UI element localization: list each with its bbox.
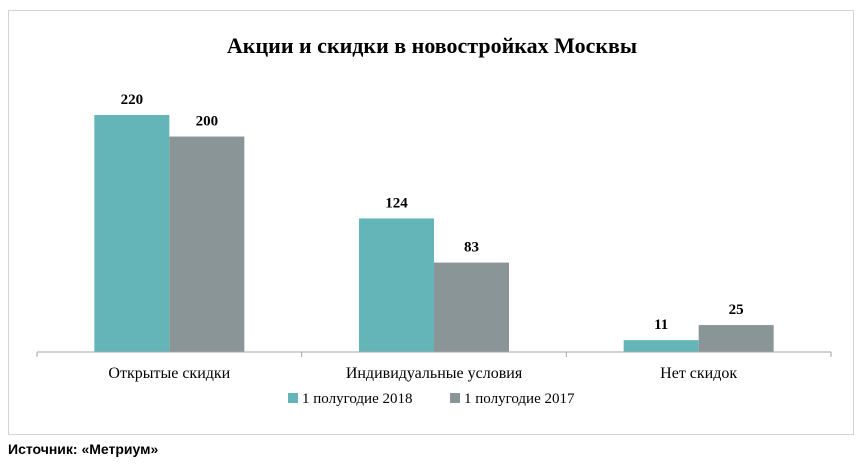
chart-title: Акции и скидки в новостройках Москвы (226, 33, 638, 58)
data-label: 200 (196, 114, 219, 130)
bar (623, 340, 699, 352)
chart-frame: Акции и скидки в новостройках Москвы 220… (8, 10, 854, 435)
legend-swatch (288, 393, 298, 403)
category-label: Нет скидок (660, 365, 737, 382)
data-label: 124 (385, 195, 408, 211)
bar (94, 115, 170, 352)
data-label: 220 (121, 92, 144, 108)
category-label: Открытые скидки (108, 365, 230, 382)
legend-label: 1 полугодие 2018 (302, 391, 412, 407)
bar (169, 136, 245, 352)
source-note: Источник: «Метриум» (8, 441, 159, 457)
data-label: 25 (729, 302, 744, 318)
legend-label: 1 полугодие 2017 (464, 391, 575, 407)
category-label: Индивидуальные условия (346, 365, 523, 382)
bar (698, 325, 774, 352)
data-label: 11 (654, 317, 668, 333)
bar (359, 218, 434, 352)
data-label: 83 (464, 240, 479, 256)
legend-swatch (450, 393, 460, 403)
bar (434, 262, 509, 352)
bar-chart-plot: 220 200 Открытые скидки 124 83 Индивидуальные… (36, 92, 832, 407)
